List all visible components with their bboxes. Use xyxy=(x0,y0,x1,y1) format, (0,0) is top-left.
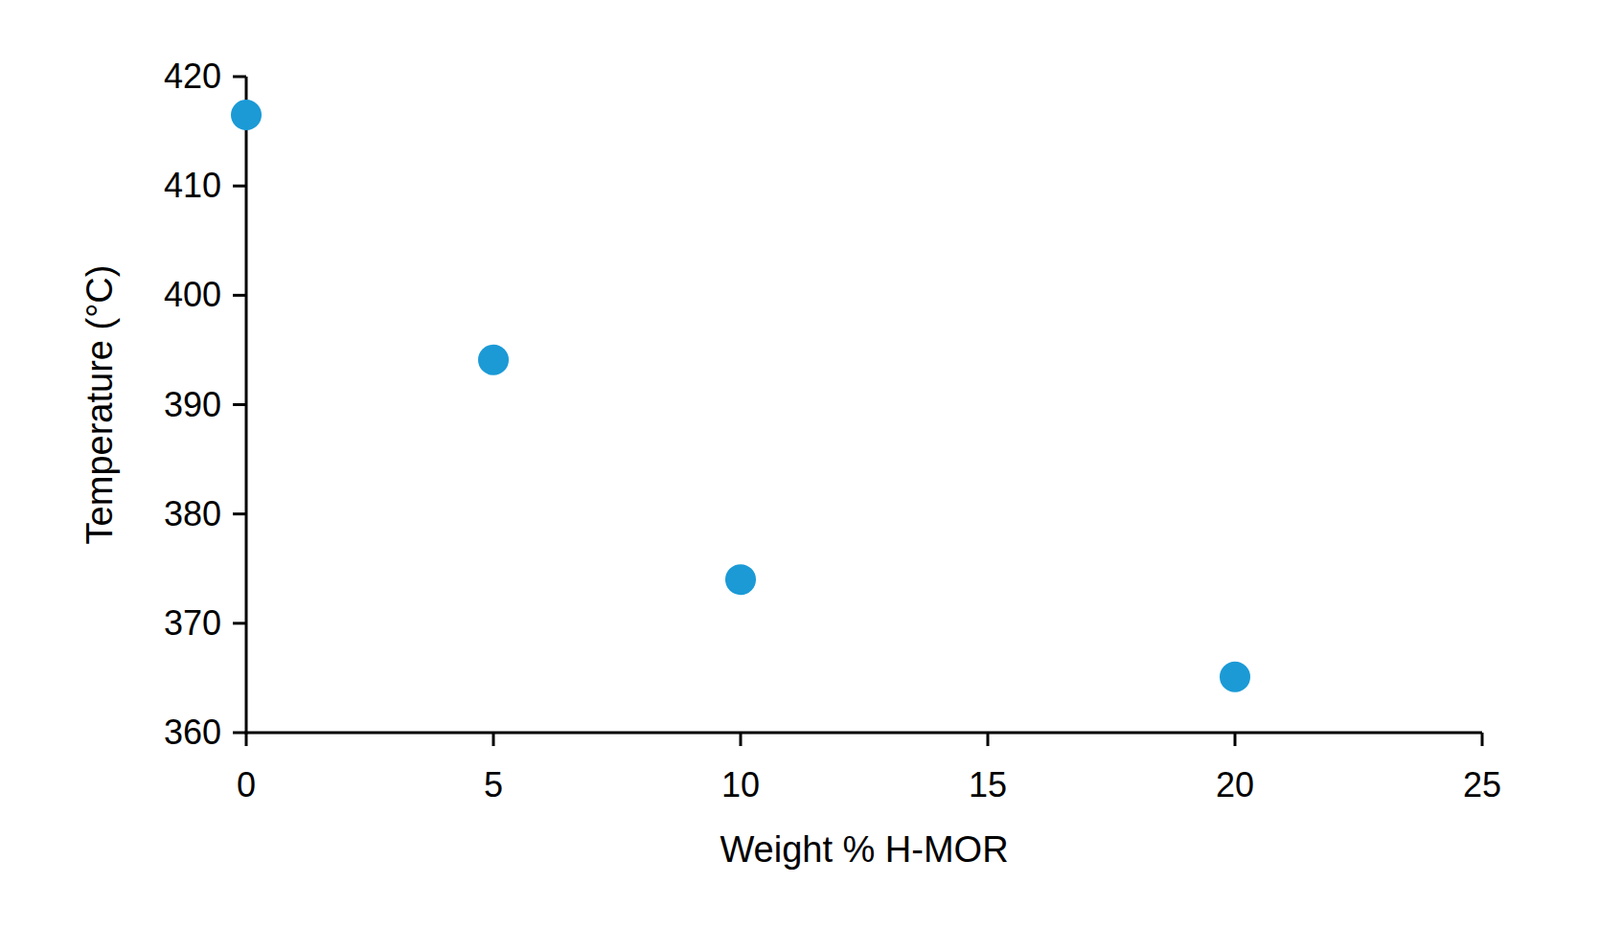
x-tick-label: 0 xyxy=(236,765,256,805)
y-axis-label: Temperature (°C) xyxy=(79,265,120,546)
data-point xyxy=(725,564,756,595)
y-tick xyxy=(232,731,247,735)
x-tick xyxy=(739,732,743,747)
y-tick-label: 420 xyxy=(163,56,222,96)
chart-container: 360 370 380 390 400 410 420 0 5 10 15 20 25 Weight % … xyxy=(0,0,1600,951)
x-axis-label: Weight % H-MOR xyxy=(719,829,1008,870)
y-tick-label: 380 xyxy=(163,494,222,534)
y-tick-label: 390 xyxy=(163,385,222,425)
data-point xyxy=(1219,662,1251,693)
y-tick xyxy=(232,403,247,407)
x-tick xyxy=(245,732,249,747)
chart: 360 370 380 390 400 410 420 0 5 10 15 20 25 Weight % … xyxy=(0,0,1600,951)
plot-area xyxy=(230,99,1251,693)
x-axis-line xyxy=(245,731,1484,735)
y-tick xyxy=(232,294,247,298)
x-tick-label: 15 xyxy=(968,765,1007,805)
y-tick xyxy=(232,512,247,516)
y-tick xyxy=(232,184,247,188)
x-tick-label: 25 xyxy=(1462,765,1502,805)
y-tick-label: 400 xyxy=(163,274,222,315)
x-tick-label: 5 xyxy=(483,765,503,805)
data-point xyxy=(230,99,262,131)
y-tick xyxy=(232,621,247,625)
x-tick-label: 10 xyxy=(721,765,760,805)
y-axis-line xyxy=(245,76,249,735)
y-tick-label: 410 xyxy=(163,165,222,206)
data-point xyxy=(478,344,509,376)
x-tick xyxy=(1481,732,1485,747)
x-tick xyxy=(1234,732,1237,747)
x-tick xyxy=(492,732,496,747)
y-tick xyxy=(232,75,247,79)
y-tick-label: 360 xyxy=(163,712,222,753)
x-tick xyxy=(986,732,990,747)
y-tick-label: 370 xyxy=(163,603,222,643)
x-tick-label: 20 xyxy=(1215,765,1255,805)
